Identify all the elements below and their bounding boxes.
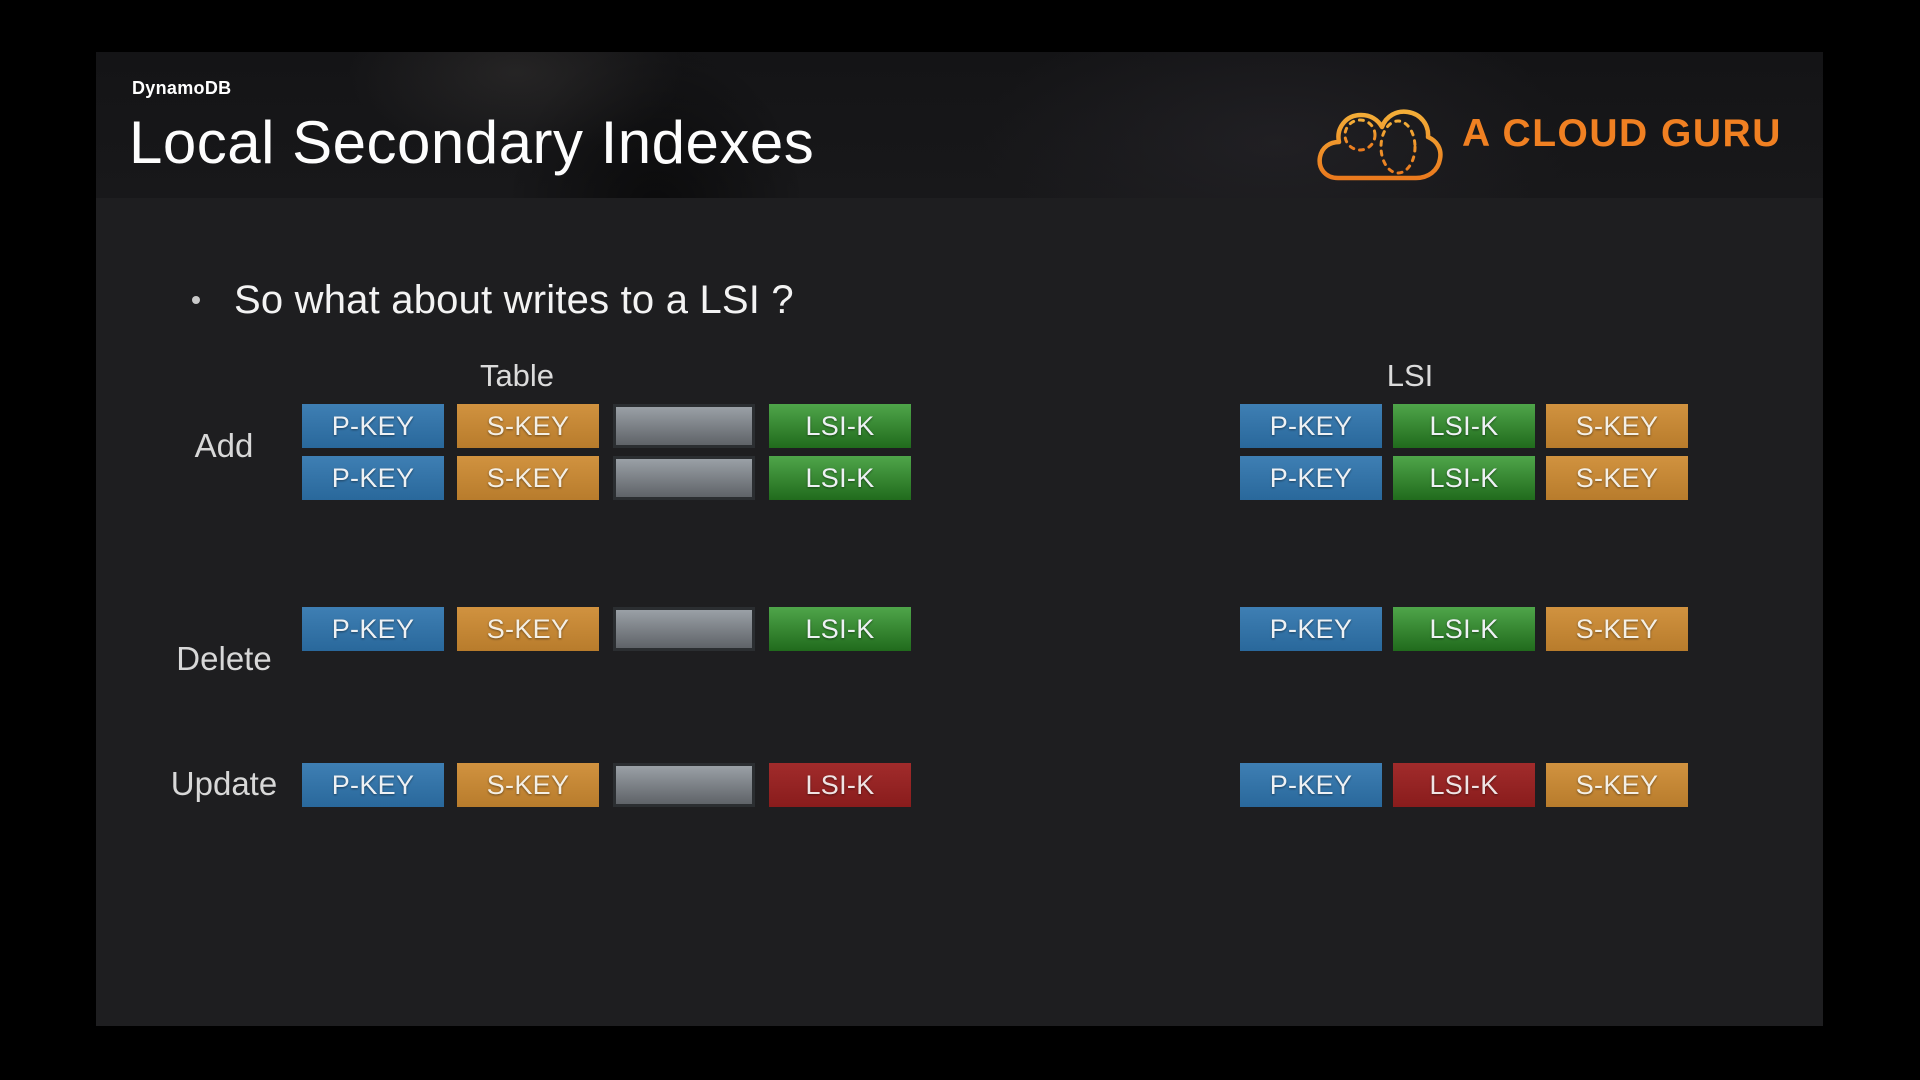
attribute-cell-s-key: S-KEY [1546, 607, 1688, 651]
attribute-cell-lsi-k: LSI-K [1393, 404, 1535, 448]
attribute-cell-lsi-k: LSI-K [769, 607, 911, 651]
bullet-text: So what about writes to a LSI ? [234, 277, 794, 322]
attribute-cell-p-key: P-KEY [1240, 607, 1382, 651]
attribute-cell-p-key: P-KEY [302, 607, 444, 651]
column-header-table: Table [479, 358, 555, 393]
attribute-cell-empty [613, 404, 755, 448]
attribute-cell-lsi-k: LSI-K [769, 404, 911, 448]
attribute-cell-s-key: S-KEY [457, 763, 599, 807]
attribute-cell-lsi-k: LSI-K [769, 763, 911, 807]
attribute-cell-s-key: S-KEY [1546, 404, 1688, 448]
acg-cloud-icon [1317, 109, 1443, 181]
bullet-line: So what about writes to a LSI ? [192, 276, 794, 324]
column-header-lsi: LSI [1386, 358, 1434, 393]
slide-eyebrow: DynamoDB [132, 78, 232, 98]
attribute-cell-lsi-k: LSI-K [769, 456, 911, 500]
attribute-cell-s-key: S-KEY [457, 404, 599, 448]
attribute-cell-empty [613, 763, 755, 807]
video-header-band [96, 52, 1823, 198]
attribute-cell-p-key: P-KEY [1240, 404, 1382, 448]
attribute-cell-p-key: P-KEY [302, 404, 444, 448]
bullet-dot-icon [192, 296, 200, 304]
attribute-cell-lsi-k: LSI-K [1393, 607, 1535, 651]
acg-logo: A CLOUD GURU [1312, 86, 1792, 190]
attribute-cell-s-key: S-KEY [1546, 456, 1688, 500]
attribute-cell-s-key: S-KEY [1546, 763, 1688, 807]
slide-title: Local Secondary Indexes [129, 109, 815, 176]
row-label-update: Update [170, 765, 278, 802]
attribute-cell-empty [613, 456, 755, 500]
attribute-cell-p-key: P-KEY [1240, 763, 1382, 807]
attribute-cell-lsi-k: LSI-K [1393, 456, 1535, 500]
attribute-cell-p-key: P-KEY [302, 456, 444, 500]
row-label-add: Add [194, 427, 254, 464]
presentation-slide: DynamoDB Local Secondary Indexes A CLOUD… [96, 52, 1823, 1026]
attribute-cell-p-key: P-KEY [1240, 456, 1382, 500]
attribute-cell-lsi-k: LSI-K [1393, 763, 1535, 807]
attribute-cell-empty [613, 607, 755, 651]
attribute-cell-s-key: S-KEY [457, 607, 599, 651]
row-label-delete: Delete [176, 640, 272, 677]
attribute-cell-p-key: P-KEY [302, 763, 444, 807]
acg-logo-text: A CLOUD GURU [1462, 112, 1782, 155]
attribute-cell-s-key: S-KEY [457, 456, 599, 500]
